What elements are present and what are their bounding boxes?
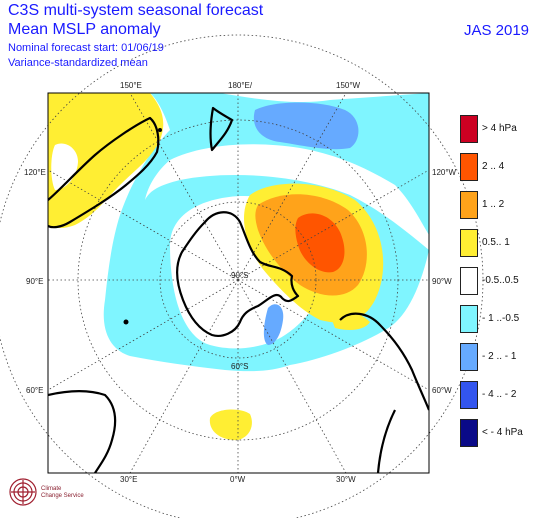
forecast-start-label: Nominal forecast start: 01/06/19 <box>8 42 164 54</box>
method-label: Variance-standardized mean <box>8 57 148 69</box>
climate-logo-icon <box>9 478 37 506</box>
lon-label-180: 180°E/ <box>228 81 253 90</box>
c3s-logo: Climate Change Service <box>6 472 116 516</box>
legend-label: - 2 .. - 1 <box>482 351 517 362</box>
red-orange-core <box>295 213 345 273</box>
variable-title: Mean MSLP anomaly <box>8 21 161 38</box>
legend-swatch <box>460 153 478 181</box>
legend-label: < - 4 hPa <box>482 427 523 438</box>
lat-label-60s: 60°S <box>231 362 248 371</box>
legend-swatch <box>460 115 478 143</box>
africa-tip-coast <box>48 390 117 473</box>
legend-label: 0.5.. 1 <box>482 237 510 248</box>
logo-line1: Climate <box>41 486 62 492</box>
lon-label-60w: 60°W <box>432 386 452 395</box>
anomaly-field <box>48 93 429 473</box>
legend-label: - 1 ..-0.5 <box>482 313 520 324</box>
lon-label-60e: 60°E <box>26 386 43 395</box>
new-zealand-coast <box>209 106 234 152</box>
legend-swatch <box>460 381 478 409</box>
coastlines <box>48 106 429 473</box>
lon-label-0: 0°W <box>230 475 246 484</box>
lon-label-90w: 90°W <box>432 277 452 286</box>
legend-label: 2 .. 4 <box>482 161 505 172</box>
lon-label-30e: 30°E <box>120 475 137 484</box>
australia-coast <box>48 116 160 229</box>
legend-swatch <box>460 419 478 447</box>
lon-label-150e: 150°E <box>120 81 142 90</box>
logo-line2: Change Service <box>41 493 84 499</box>
lon-label-150w: 150°W <box>336 81 361 90</box>
yellow-patch-south <box>209 409 252 441</box>
lat-label-90s: 90°S <box>231 271 248 280</box>
legend-label: > 4 hPa <box>482 123 517 134</box>
legend-swatch <box>460 343 478 371</box>
legend-swatch <box>460 229 478 257</box>
lon-label-90e: 90°E <box>26 277 43 286</box>
lon-label-120e: 120°E <box>24 168 46 177</box>
legend-label: 1 .. 2 <box>482 199 505 210</box>
south-america-coast <box>339 312 429 473</box>
legend-label: -0.5..0.5 <box>482 275 519 286</box>
map-title: C3S multi-system seasonal forecast <box>8 2 264 19</box>
map-frame <box>47 92 430 474</box>
blue-patch-center <box>263 304 284 345</box>
season-label: JAS 2019 <box>463 22 529 39</box>
lon-label-30w: 30°W <box>336 475 356 484</box>
blue-patch-north <box>253 102 359 150</box>
legend-swatch <box>460 267 478 295</box>
legend-swatch <box>460 305 478 333</box>
lon-label-120w: 120°W <box>432 168 457 177</box>
legend-label: - 4 .. - 2 <box>482 389 517 400</box>
legend-swatch <box>460 191 478 219</box>
antarctica-coast <box>176 211 300 337</box>
